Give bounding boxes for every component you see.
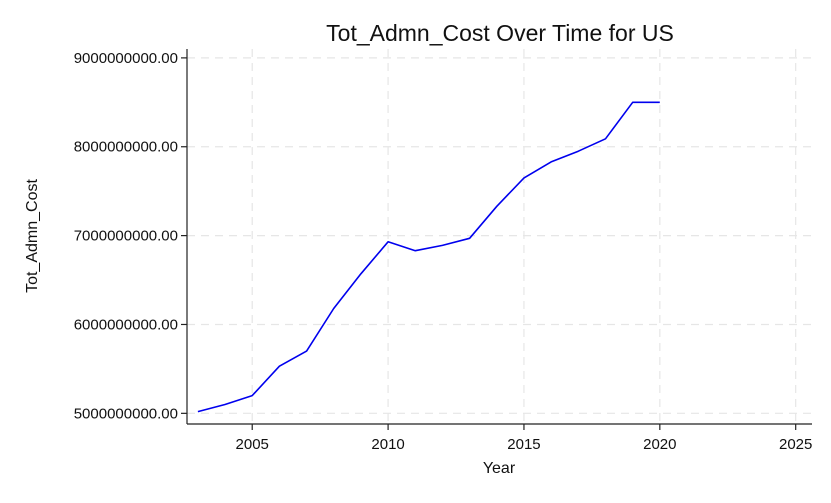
y-tick-label-3: 8000000000.00 [74,139,178,156]
x-axis-label: Year [483,460,516,477]
series-layer [197,101,660,413]
x-tick-label-0: 2005 [236,436,269,453]
grid-lines [187,49,812,424]
x-tick-label-2: 2015 [507,436,540,453]
y-tick-label-0: 5000000000.00 [74,405,178,422]
y-tick-label-4: 9000000000.00 [74,50,178,67]
y-tick-label-2: 7000000000.00 [74,228,178,245]
x-tick-label-3: 2020 [643,436,676,453]
tick-labels: 2005 2010 2015 2020 2025 5000000000.00 6000000… [74,50,813,453]
axes [181,49,812,430]
x-tick-label-1: 2010 [371,436,404,453]
series-line-0 [197,101,660,413]
y-tick-label-1: 6000000000.00 [74,316,178,333]
x-tick-label-4: 2025 [779,436,812,453]
y-axis-label: Tot_Admn_Cost [24,179,41,293]
chart-title: Tot_Admn_Cost Over Time for US [326,20,674,46]
